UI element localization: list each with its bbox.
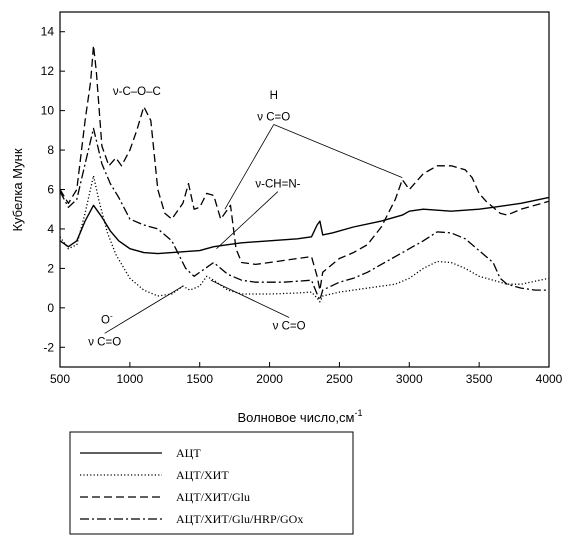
series-line-1 xyxy=(59,196,550,255)
legend-label-1: АЦТ xyxy=(176,446,201,460)
series-line-3 xyxy=(59,44,550,291)
y-tick-label: 8 xyxy=(47,143,54,157)
y-tick-label: 12 xyxy=(41,64,55,78)
series-line-4 xyxy=(59,127,549,301)
plot-frame xyxy=(59,11,550,368)
x-tick-label: 3500 xyxy=(466,372,493,386)
annotation-leader-imine-1 xyxy=(216,191,279,249)
x-tick-label: 1000 xyxy=(117,372,144,386)
annotation-carboxylate-o-sup: - xyxy=(110,312,113,321)
x-tick-label: 2500 xyxy=(326,372,353,386)
y-tick-label: 10 xyxy=(41,104,55,118)
x-tick-label: 1500 xyxy=(186,372,213,386)
y-axis-ticks: -2 0 2 4 6 8 10 12 14 xyxy=(41,25,65,354)
annotation-leader-aldehyde-2 xyxy=(273,124,403,179)
series-line-2 xyxy=(59,175,550,303)
annotation-carbonyl-low: ν C=O xyxy=(273,321,306,333)
y-tick-label: 14 xyxy=(41,25,55,39)
x-axis-ticks: 500 1000 1500 2000 2500 3000 3500 4000 xyxy=(50,362,563,386)
y-tick-label: 6 xyxy=(47,183,54,197)
legend-label-3: АЦТ/ХИТ/Glu xyxy=(176,490,250,504)
legend-box xyxy=(69,431,354,535)
legend-label-2: АЦТ/ХИТ xyxy=(176,468,229,482)
y-tick-label: 4 xyxy=(47,222,54,236)
y-tick-label: 2 xyxy=(47,261,54,275)
y-tick-label: -2 xyxy=(43,340,54,354)
x-tick-label: 2000 xyxy=(256,372,283,386)
annotation-leader-carboxylate-1 xyxy=(104,285,184,334)
y-tick-label: 0 xyxy=(47,301,54,315)
annotation-leader-carbonyl-low-1 xyxy=(210,279,290,318)
legend: АЦТ АЦТ/ХИТ АЦТ/ХИТ/Glu АЦТ/ХИТ/Glu/HRP/GOx xyxy=(80,446,303,526)
x-tick-label: 500 xyxy=(50,372,70,386)
annotation-carboxylate-o: O- xyxy=(101,312,113,327)
annotation-h-label: H xyxy=(270,90,278,102)
x-axis-title: Волновое число,см-1 xyxy=(237,408,362,425)
annotation-imine: ν-CH=N- xyxy=(255,179,300,191)
x-tick-label: 3000 xyxy=(396,372,423,386)
annotation-layer: ν-C–O–C Hν C=O ν-CH=N-ν C=O O-ν C=O xyxy=(88,86,403,348)
x-axis-title-sup: -1 xyxy=(354,408,362,418)
annotation-carboxylate: ν C=O xyxy=(88,336,121,348)
y-axis-title: Кубелка Мунк xyxy=(10,148,25,231)
annotation-aldehyde: ν C=O xyxy=(257,111,290,123)
annotation-leader-aldehyde-1 xyxy=(224,124,275,210)
legend-label-4: АЦТ/ХИТ/Glu/HRP/GOx xyxy=(176,512,303,526)
annotation-c-o-c: ν-C–O–C xyxy=(113,86,161,98)
x-tick-label: 4000 xyxy=(536,372,563,386)
series-layer xyxy=(59,44,550,303)
x-axis-title-text: Волновое число,см xyxy=(237,410,354,425)
